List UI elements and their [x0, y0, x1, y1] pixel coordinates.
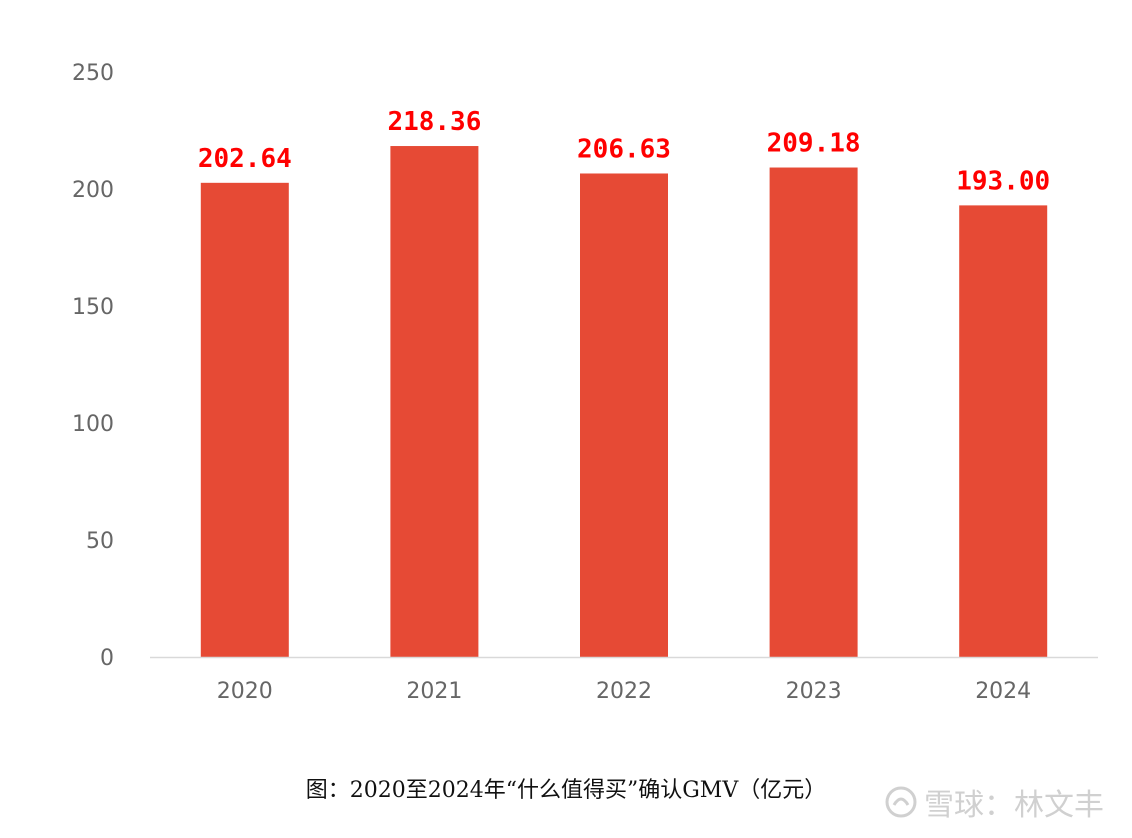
bar-2024: [959, 205, 1048, 657]
snowball-logo-icon: [885, 786, 917, 818]
data-label-2023: 209.18: [767, 129, 861, 159]
y-tick-label: 50: [86, 529, 114, 554]
data-label-2022: 206.63: [577, 134, 671, 164]
y-tick-label: 100: [72, 412, 114, 437]
y-axis-ticks: 0 50 100 150 200 250: [72, 61, 114, 671]
y-tick-label: 0: [100, 646, 114, 671]
bar-2022: [580, 173, 668, 658]
bar-2021: [390, 146, 479, 657]
bars: [200, 146, 1048, 658]
bar-2020: [200, 182, 289, 658]
bar-chart: 0 50 100 150 200 250 202.64 218.36 206.63 209.18…: [72, 61, 1098, 704]
data-label-2020: 202.64: [198, 144, 292, 174]
y-tick-label: 250: [72, 61, 114, 86]
y-tick-label: 150: [72, 295, 114, 320]
watermark-text: 雪球：林文丰: [924, 788, 1104, 823]
x-tick-label: 2022: [596, 679, 652, 704]
data-label-2024: 193.00: [956, 166, 1050, 196]
bar-2023: [769, 167, 858, 657]
x-tick-label: 2021: [406, 679, 462, 704]
watermark: 雪球：林文丰: [884, 780, 1104, 824]
data-label-2021: 218.36: [387, 107, 481, 137]
data-labels: 202.64 218.36 206.63 209.18 193.00: [198, 107, 1050, 196]
x-tick-label: 2023: [786, 679, 842, 704]
x-tick-label: 2024: [975, 679, 1031, 704]
y-tick-label: 200: [72, 178, 114, 203]
x-axis-ticks: 2020 2021 2022 2023 2024: [217, 679, 1031, 704]
figure-caption: 图：2020至2024年“什么值得买”确认GMV（亿元）: [305, 778, 827, 803]
x-tick-label: 2020: [217, 679, 273, 704]
